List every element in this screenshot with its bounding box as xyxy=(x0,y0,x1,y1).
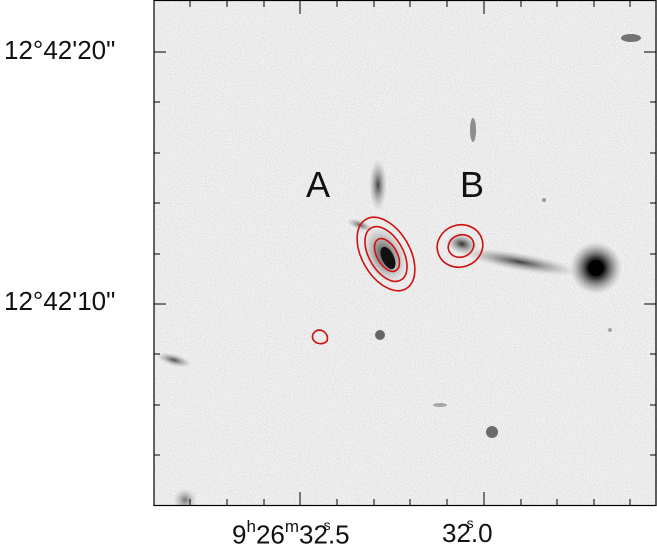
contour-a-mid xyxy=(364,225,408,283)
ra-hours-unit: h xyxy=(246,517,256,536)
faint-streak xyxy=(470,118,476,142)
faint-source-6 xyxy=(608,328,612,332)
contours xyxy=(311,216,484,345)
ra-tick-label-right: 32.0s xyxy=(442,516,493,546)
ra-seconds-unit: s xyxy=(323,517,331,533)
galaxy-b-tail xyxy=(460,248,580,276)
faint-source-4 xyxy=(433,403,447,407)
faint-source-1 xyxy=(375,330,385,340)
source-label-a: A xyxy=(306,164,330,205)
contour-a-inner xyxy=(373,237,401,273)
ra-minutes-unit: m xyxy=(284,517,300,536)
bright-star-core xyxy=(588,260,604,276)
galaxy-a-core xyxy=(380,246,396,270)
sky-image: A B xyxy=(154,0,657,506)
faint-source-7 xyxy=(173,488,197,506)
contour-b-outer xyxy=(436,223,484,269)
contour-b-inner xyxy=(447,233,475,259)
source-label-b: B xyxy=(460,164,484,205)
axis-ticks xyxy=(154,0,656,506)
faint-source-5 xyxy=(542,198,546,202)
ra-tick-label-left: 9h26m32.5s xyxy=(232,517,350,550)
ra-seconds-right: 32.0 xyxy=(442,518,493,548)
contour-a-outer xyxy=(356,216,416,292)
faint-galaxy-left xyxy=(156,352,192,368)
dec-tick-label-top: 12°42'20" xyxy=(4,35,116,65)
dec-tick-label-bottom: 12°42'10" xyxy=(4,286,116,316)
ra-hours: 9 xyxy=(232,519,247,550)
ra-minutes: 26 xyxy=(255,519,285,550)
ra-seconds: 32.5 xyxy=(299,519,350,550)
image-frame xyxy=(153,0,657,507)
ra-seconds-right-unit: s xyxy=(466,515,474,532)
faint-source-2 xyxy=(486,426,498,438)
galaxy-a-plume xyxy=(369,159,387,211)
contour-small xyxy=(311,329,329,345)
faint-source-3 xyxy=(621,34,641,42)
